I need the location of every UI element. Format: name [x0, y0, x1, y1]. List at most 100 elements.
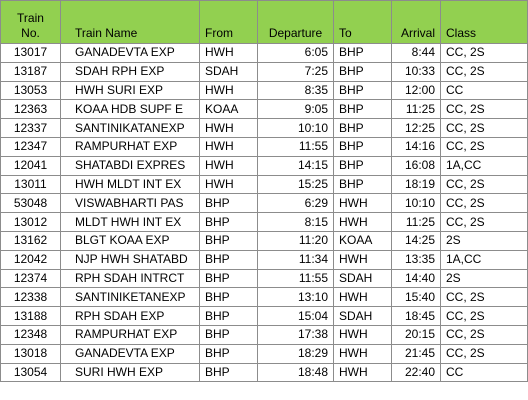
table-cell: 18:48 — [257, 362, 334, 383]
table-cell: 13188 — [0, 306, 61, 326]
table-cell: 12338 — [0, 287, 61, 308]
table-cell: HWH — [333, 193, 392, 214]
table-cell: BLGT KOAA EXP — [60, 230, 200, 251]
table-cell: 14:16 — [391, 136, 441, 157]
header-cell: From — [199, 0, 258, 44]
table-cell: BHP — [333, 174, 392, 195]
table-cell: 2S — [440, 230, 528, 251]
table-cell: 53048 — [0, 193, 61, 214]
table-cell: KOAA HDB SUPF E — [60, 99, 200, 120]
table-cell: SDAH — [199, 61, 258, 82]
table-row: 13011 HWH MLDT INT EX HWH 15:25 BHP 18:19 CC, … — [0, 174, 528, 195]
table-cell: 11:55 — [257, 136, 334, 157]
header-cell: Arrival — [391, 0, 441, 44]
table-cell: HWH — [199, 80, 258, 101]
table-cell: 12363 — [0, 99, 61, 120]
table-row: 13053 HWH SURI EXP HWH 8:35 BHP 12:00 CC — [0, 80, 528, 101]
table-cell: 13018 — [0, 343, 61, 364]
table-cell: BHP — [333, 99, 392, 120]
table-cell: BHP — [199, 287, 258, 308]
table-cell: 13017 — [0, 43, 61, 63]
table-cell: 10:10 — [391, 193, 441, 214]
table-cell: 11:25 — [391, 212, 441, 232]
table-cell: CC, 2S — [440, 99, 528, 120]
table-cell: 12374 — [0, 268, 61, 289]
table-cell: HWH SURI EXP — [60, 80, 200, 101]
table-row: 13162 BLGT KOAA EXP BHP 11:20 KOAA 14:25 2S — [0, 230, 528, 251]
table-cell: BHP — [199, 193, 258, 214]
table-cell: BHP — [199, 249, 258, 270]
table-cell: 11:20 — [257, 230, 334, 251]
table-cell: HWH — [333, 249, 392, 270]
table-cell: HWH — [199, 118, 258, 138]
table-cell: HWH — [333, 362, 392, 383]
table-cell: 14:15 — [257, 155, 334, 176]
table-row: 12374 RPH SDAH INTRCT BHP 11:55 SDAH 14:40 2S — [0, 268, 528, 289]
table-cell: CC, 2S — [440, 43, 528, 63]
table-cell: SANTINIKETANEXP — [60, 287, 200, 308]
table-cell: 21:45 — [391, 343, 441, 364]
table-cell: 14:40 — [391, 268, 441, 289]
table-cell: BHP — [333, 155, 392, 176]
table-cell: 11:55 — [257, 268, 334, 289]
table-cell: 12:25 — [391, 118, 441, 138]
table-cell: 18:29 — [257, 343, 334, 364]
table-cell: NJP HWH SHATABD — [60, 249, 200, 270]
table-body: 13017 GANADEVTA EXP HWH 6:05 BHP 8:44 CC, 2S 13… — [0, 43, 528, 383]
table-cell: 9:05 — [257, 99, 334, 120]
table-cell: 2S — [440, 268, 528, 289]
header-cell: Departure — [257, 0, 334, 44]
table-cell: 12042 — [0, 249, 61, 270]
table-cell: HWH — [199, 136, 258, 157]
table-cell: HWH — [333, 212, 392, 232]
header-cell: To — [333, 0, 392, 44]
table-cell: 13053 — [0, 80, 61, 101]
table-cell: BHP — [333, 118, 392, 138]
table-cell: 16:08 — [391, 155, 441, 176]
table-cell: 11:25 — [391, 99, 441, 120]
table-header: Train No. Train Name From Departure To Arriva… — [0, 0, 528, 44]
table-cell: 13012 — [0, 212, 61, 232]
header-text: From — [205, 26, 233, 40]
table-cell: BHP — [199, 362, 258, 383]
table-cell: 8:35 — [257, 80, 334, 101]
table-cell: KOAA — [199, 99, 258, 120]
table-row: 13188 RPH SDAH EXP BHP 15:04 SDAH 18:45 CC, 2S — [0, 306, 528, 326]
table-row: 53048 VISWABHARTI PAS BHP 6:29 HWH 10:10 CC, 2… — [0, 193, 528, 214]
header-text: Departure — [268, 26, 323, 40]
table-row: 13012 MLDT HWH INT EX BHP 8:15 HWH 11:25 CC, 2… — [0, 212, 528, 232]
table-cell: 6:05 — [257, 43, 334, 63]
table-cell: 10:10 — [257, 118, 334, 138]
table-cell: BHP — [199, 230, 258, 251]
table-cell: 13187 — [0, 61, 61, 82]
table-cell: RPH SDAH EXP — [60, 306, 200, 326]
table-row: 13017 GANADEVTA EXP HWH 6:05 BHP 8:44 CC, 2S — [0, 43, 528, 63]
table-cell: BHP — [333, 61, 392, 82]
table-cell: 18:19 — [391, 174, 441, 195]
table-cell: 10:33 — [391, 61, 441, 82]
header-cell: Class — [440, 0, 528, 44]
table-cell: 7:25 — [257, 61, 334, 82]
table-cell: 14:25 — [391, 230, 441, 251]
table-cell: BHP — [333, 136, 392, 157]
table-cell: 8:44 — [391, 43, 441, 63]
table-row: 12338 SANTINIKETANEXP BHP 13:10 HWH 15:40 CC, … — [0, 287, 528, 308]
table-cell: KOAA — [333, 230, 392, 251]
table-cell: RAMPURHAT EXP — [60, 324, 200, 345]
table-cell: HWH MLDT INT EX — [60, 174, 200, 195]
table-cell: 18:45 — [391, 306, 441, 326]
table-cell: BHP — [199, 212, 258, 232]
table-cell: CC — [440, 80, 528, 101]
table-cell: BHP — [333, 43, 392, 63]
header-text: To — [339, 26, 352, 40]
table-cell: HWH — [199, 155, 258, 176]
table-cell: CC — [440, 362, 528, 383]
header-text: Arrival — [400, 26, 435, 40]
table-cell: 13:35 — [391, 249, 441, 270]
table-cell: CC, 2S — [440, 343, 528, 364]
table-cell: 13054 — [0, 362, 61, 383]
table-cell: HWH — [333, 324, 392, 345]
table-cell: HWH — [199, 43, 258, 63]
table-cell: 15:25 — [257, 174, 334, 195]
